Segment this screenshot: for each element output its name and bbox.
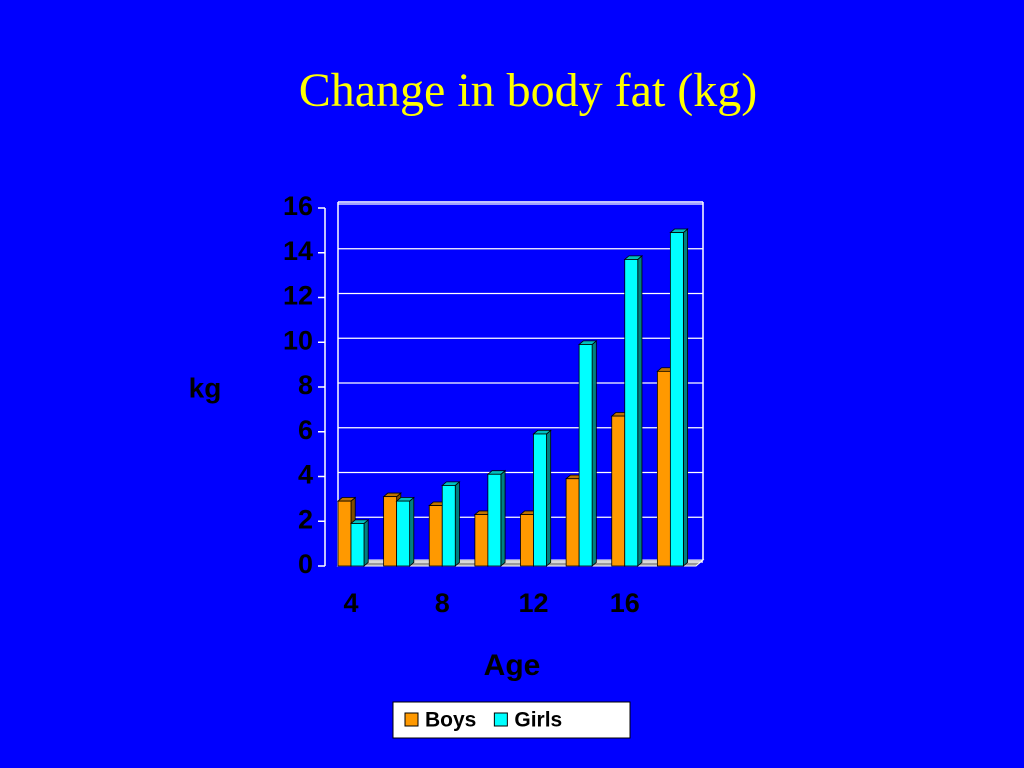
y-tick-label: 2 (298, 504, 313, 534)
bar (565, 478, 580, 567)
bar (624, 259, 639, 567)
bar (533, 433, 547, 567)
legend-box (392, 701, 631, 739)
bar (428, 505, 443, 567)
bar-side (363, 519, 369, 567)
y-tick-label: 12 (283, 281, 313, 311)
bar (337, 500, 352, 567)
bar (520, 514, 534, 567)
bar-side (546, 429, 552, 567)
bar-side (591, 340, 597, 567)
legend-swatch (493, 712, 508, 727)
bar-side (637, 254, 643, 567)
bar (396, 500, 411, 567)
bar-side (500, 469, 506, 567)
y-tick-label: 16 (283, 191, 313, 221)
bar-group (669, 228, 689, 567)
y-axis-label: kg (189, 372, 222, 403)
y-tick-label: 0 (298, 549, 313, 579)
bar-group (486, 469, 507, 567)
bar-group (441, 480, 461, 567)
bar-group (349, 519, 370, 567)
bar-group (395, 496, 415, 567)
bar-group (532, 429, 552, 567)
bar-side (454, 480, 460, 567)
legend-label: Girls (514, 709, 562, 732)
bar (656, 370, 671, 567)
bar-side (682, 228, 688, 567)
y-tick-label: 10 (283, 325, 313, 355)
bar (611, 415, 626, 567)
y-tick-label: 8 (298, 370, 313, 400)
legend-label: Boys (425, 709, 476, 732)
bar (474, 514, 489, 567)
legend-swatch (404, 712, 419, 727)
bar (350, 523, 365, 567)
bar (669, 232, 684, 567)
bar-side (409, 496, 415, 567)
bar (441, 485, 456, 567)
x-tick-label: 12 (518, 588, 548, 618)
x-tick-label: 4 (343, 588, 358, 618)
bar-group (578, 340, 598, 567)
bar (383, 496, 398, 567)
chart-title: Change in body fat (kg) (299, 64, 758, 117)
y-tick-label: 6 (298, 415, 313, 445)
bar (487, 473, 502, 567)
x-tick-label: 8 (435, 588, 450, 618)
x-tick-label: 16 (610, 588, 640, 618)
bar-group (623, 254, 644, 567)
y-tick-label: 4 (298, 460, 313, 490)
x-axis-label: Age (484, 649, 541, 682)
bar (578, 344, 593, 567)
y-tick-label: 14 (283, 236, 313, 266)
